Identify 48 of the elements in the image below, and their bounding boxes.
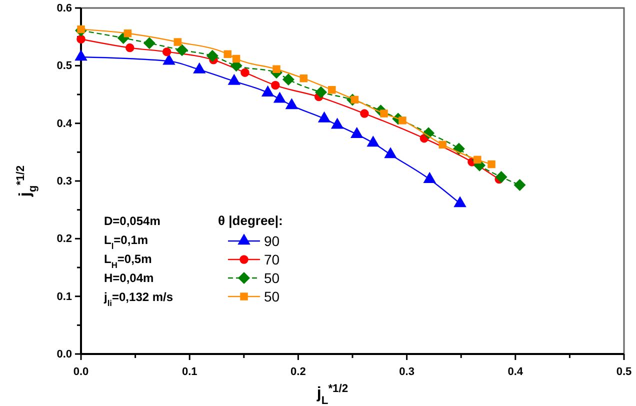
point (328, 86, 336, 94)
point (232, 54, 240, 63)
point (176, 44, 188, 56)
x-tick-label: 0.0 (73, 366, 89, 378)
annotation: H=0,04m (104, 271, 154, 285)
point (206, 50, 218, 62)
point (350, 96, 359, 104)
y-tick-label: 0.2 (56, 233, 72, 246)
y-tick-label: 0.1 (56, 290, 72, 303)
legend-label: 50 (264, 270, 280, 286)
point (474, 156, 482, 164)
annotation: L$_{H}$=0,5m (104, 252, 152, 270)
point (438, 140, 447, 149)
point (124, 30, 132, 38)
point (398, 116, 406, 124)
point (126, 43, 134, 52)
point (143, 37, 156, 50)
x-tick-label: 0.1 (182, 366, 198, 378)
x-tick-label: 0.4 (508, 366, 524, 378)
point (360, 109, 369, 118)
legend-label: 70 (264, 252, 280, 268)
y-tick-label: 0.3 (56, 176, 72, 188)
y-tick-label: 0.0 (56, 348, 72, 361)
y-tick-label: 0.5 (56, 60, 72, 72)
point (271, 80, 280, 90)
point (174, 38, 182, 46)
y-tick-label: 0.6 (56, 2, 72, 15)
annotation: j$_{li}$=0,132 m/s (103, 290, 174, 308)
point (315, 86, 328, 98)
y-tick-label: 0.4 (56, 118, 73, 130)
legend-title: θ |degree|: (218, 213, 283, 228)
x-tick-label: 0.3 (399, 366, 414, 378)
point (300, 74, 308, 82)
legend-label: 50 (264, 288, 280, 304)
point (272, 65, 280, 73)
point (162, 47, 172, 56)
point (224, 50, 232, 58)
point (76, 34, 86, 44)
point (514, 179, 526, 192)
legend-label: 90 (264, 233, 280, 249)
point (240, 68, 250, 77)
annotation: L$_{l}$=0,1m (104, 233, 148, 251)
point (282, 74, 294, 86)
annotation: D=0,054m (104, 214, 160, 228)
point (488, 160, 496, 168)
point (495, 170, 508, 183)
x-tick-label: 0.5 (616, 366, 632, 378)
x-tick-label: 0.2 (290, 366, 306, 378)
